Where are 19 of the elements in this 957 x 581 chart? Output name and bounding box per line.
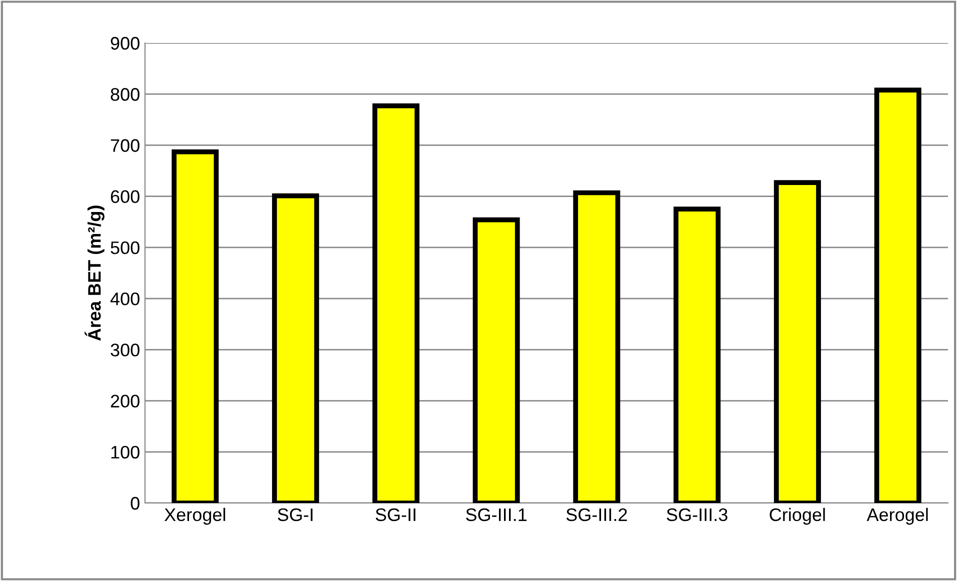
y-tick-label: 200 (110, 394, 140, 408)
y-axis-title: Área BET (m²/g) (84, 206, 104, 341)
y-tick-label: 600 (110, 190, 140, 204)
y-tick-label: 300 (110, 344, 140, 356)
x-tick-label: SG-II (376, 508, 416, 522)
y-tick-label: 500 (110, 241, 140, 254)
x-tick-label: SG-I (278, 508, 312, 522)
x-tick-label: SG-III.2 (566, 508, 627, 522)
y-tick-label: 700 (110, 139, 140, 152)
x-tick-label: Xerogel (164, 508, 226, 525)
y-tick-label: 400 (110, 292, 140, 306)
y-tick-label: 800 (110, 88, 140, 101)
y-tick-label: 900 (110, 36, 140, 50)
x-tick-label: Criogel (770, 508, 825, 525)
x-tick-label: SG-III.1 (466, 508, 527, 522)
x-tick-label: Aerogel (866, 508, 928, 525)
y-tick-label: 0 (130, 496, 140, 510)
x-tick-label: SG-III.3 (666, 508, 728, 522)
y-tick-label: 100 (111, 446, 140, 459)
